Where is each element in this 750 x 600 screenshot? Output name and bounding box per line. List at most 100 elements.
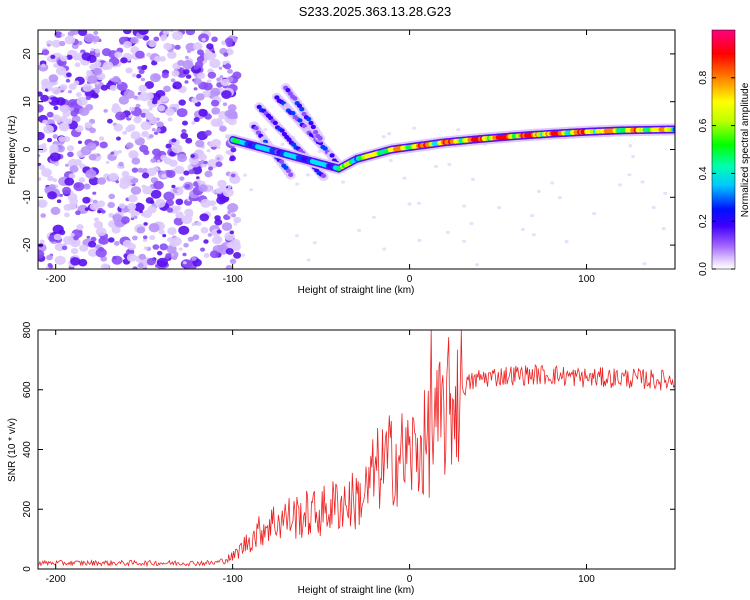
spectrogram-frame <box>37 29 676 270</box>
spectrogram-xtick-label: 100 <box>578 274 595 285</box>
spectrogram-track-cell <box>306 116 312 122</box>
spectrogram-noise-cell <box>123 30 132 35</box>
spectrogram-noise-cell <box>617 183 622 187</box>
spectrogram-noise-cell <box>99 136 105 141</box>
spectrogram-noise-cell <box>47 191 58 200</box>
spectrogram-noise-cell <box>170 78 176 83</box>
spectrogram-noise-cell <box>208 141 216 148</box>
spectrogram-noise-cell <box>93 220 104 229</box>
spectrogram-noise-cell <box>130 131 141 140</box>
spectrogram-noise-cell <box>211 107 221 115</box>
spectrogram-noise-cell <box>627 173 632 177</box>
spectrogram-track-cell <box>299 107 305 112</box>
spectrogram-noise-cell <box>78 230 83 234</box>
spectrogram-noise-cell <box>38 104 44 113</box>
spectrogram-noise-cell <box>156 121 164 128</box>
spectrogram-noise-cell <box>199 213 210 222</box>
spectrogram-noise-cell <box>233 222 238 226</box>
spectrogram-noise-cell <box>154 198 166 208</box>
spectrogram-noise-cell <box>190 154 195 158</box>
spectrogram-noise-cell <box>156 159 161 163</box>
spectrogram-noise-cell <box>70 110 78 117</box>
spectrogram-noise-cell <box>108 213 114 218</box>
spectrogram-noise-cell <box>82 83 93 92</box>
spectrogram-noise-cell <box>147 205 157 214</box>
spectrogram-noise-cell <box>153 36 160 42</box>
snr-xtick-label: -100 <box>223 574 243 585</box>
spectrogram-noise-cell <box>99 141 108 149</box>
spectrogram-noise-cell <box>221 90 232 99</box>
spectrogram-noise-cell <box>85 95 92 101</box>
spectrogram-noise-cell <box>169 30 175 33</box>
spectrogram-noise-cell <box>77 140 82 144</box>
spectrogram-track-cell <box>317 136 323 141</box>
spectrogram-noise-cell <box>165 108 175 116</box>
spectrogram-noise-cell <box>54 162 59 167</box>
spectrogram-noise-cell <box>141 132 147 137</box>
spectrogram-noise-cell <box>120 216 130 224</box>
spectrogram-noise-cell <box>55 66 67 76</box>
spectrogram-noise-cell <box>113 241 120 246</box>
colorbar-tick-label: 0.8 <box>698 70 709 84</box>
spectrogram-noise-cell <box>149 117 158 125</box>
spectrogram-noise-cell <box>62 235 74 245</box>
spectrogram-noise-cell <box>203 253 210 259</box>
spectrogram-noise-cell <box>162 30 170 35</box>
spectrogram-noise-cell <box>166 170 176 178</box>
spectrogram-noise-cell <box>167 227 177 235</box>
spectrogram-noise-cell <box>407 202 412 206</box>
spectrogram-noise-cell <box>94 48 101 54</box>
spectrogram-noise-cell <box>217 179 227 188</box>
spectrogram-noise-cell <box>63 203 72 211</box>
spectrogram-noise-cell <box>196 178 201 183</box>
spectrogram-noise-cell <box>59 84 68 91</box>
spectrogram-noise-cell <box>229 155 236 162</box>
spectrogram-noise-cell <box>215 187 224 194</box>
spectrogram-noise-cell <box>42 119 48 125</box>
spectrogram-noise-cell <box>163 157 173 165</box>
spectrogram-noise-cell <box>122 239 132 248</box>
spectrogram-noise-cell <box>48 74 59 83</box>
spectrogram-noise-cell <box>100 209 106 214</box>
spectrogram-noise-cell <box>74 62 81 68</box>
spectrogram-noise-cell <box>93 217 99 222</box>
spectrogram-noise-cell <box>135 50 145 59</box>
spectrogram-noise-cell <box>229 230 235 235</box>
spectrogram-noise-cell <box>88 240 97 248</box>
spectrogram-noise-cell <box>184 208 194 217</box>
spectrogram-noise-cell <box>41 168 52 178</box>
spectrogram-noise-cell <box>41 63 46 68</box>
spectrogram-noise-cell <box>38 249 45 259</box>
spectrogram-noise-cell <box>76 224 84 231</box>
spectrogram-noise-cell <box>41 49 50 56</box>
spectrogram-noise-cell <box>191 121 196 125</box>
spectrogram-noise-cell <box>145 197 154 204</box>
spectrogram-noise-cell <box>187 50 191 54</box>
spectrogram-noise-cell <box>60 33 65 37</box>
spectrogram-noise-cell <box>68 83 77 90</box>
spectrogram-noise-cell <box>198 109 208 117</box>
spectrogram-track-cell <box>329 153 335 158</box>
spectrogram-track-cell <box>310 124 316 130</box>
spectrogram-noise-cell <box>196 49 204 56</box>
spectrogram-noise-cell <box>39 239 45 244</box>
spectrogram-noise-cell <box>84 121 93 129</box>
spectrogram-noise-cell <box>163 85 171 93</box>
spectrogram-noise-cell <box>46 111 54 118</box>
spectrogram-noise-cell <box>173 217 184 226</box>
colorbar-ticks: 0.0 0.2 0.4 0.6 0.8 <box>698 70 735 276</box>
spectrogram-noise-cell <box>140 121 152 131</box>
spectrogram-noise-cell <box>89 203 99 211</box>
snr-xtick-label: -200 <box>46 574 66 585</box>
spectrogram-noise-cell <box>60 55 68 62</box>
spectrogram-noise-cell <box>207 233 213 237</box>
spectrogram-noise-cell <box>203 51 215 61</box>
spectrogram-noise-cell <box>65 78 71 83</box>
spectrogram-noise-cell <box>174 44 181 50</box>
spectrogram-noise-cell <box>113 123 124 132</box>
spectrogram-noise-cell <box>58 136 66 143</box>
spectrogram-noise-cell <box>64 177 75 186</box>
spectrogram-ytick-label: -20 <box>22 237 33 252</box>
